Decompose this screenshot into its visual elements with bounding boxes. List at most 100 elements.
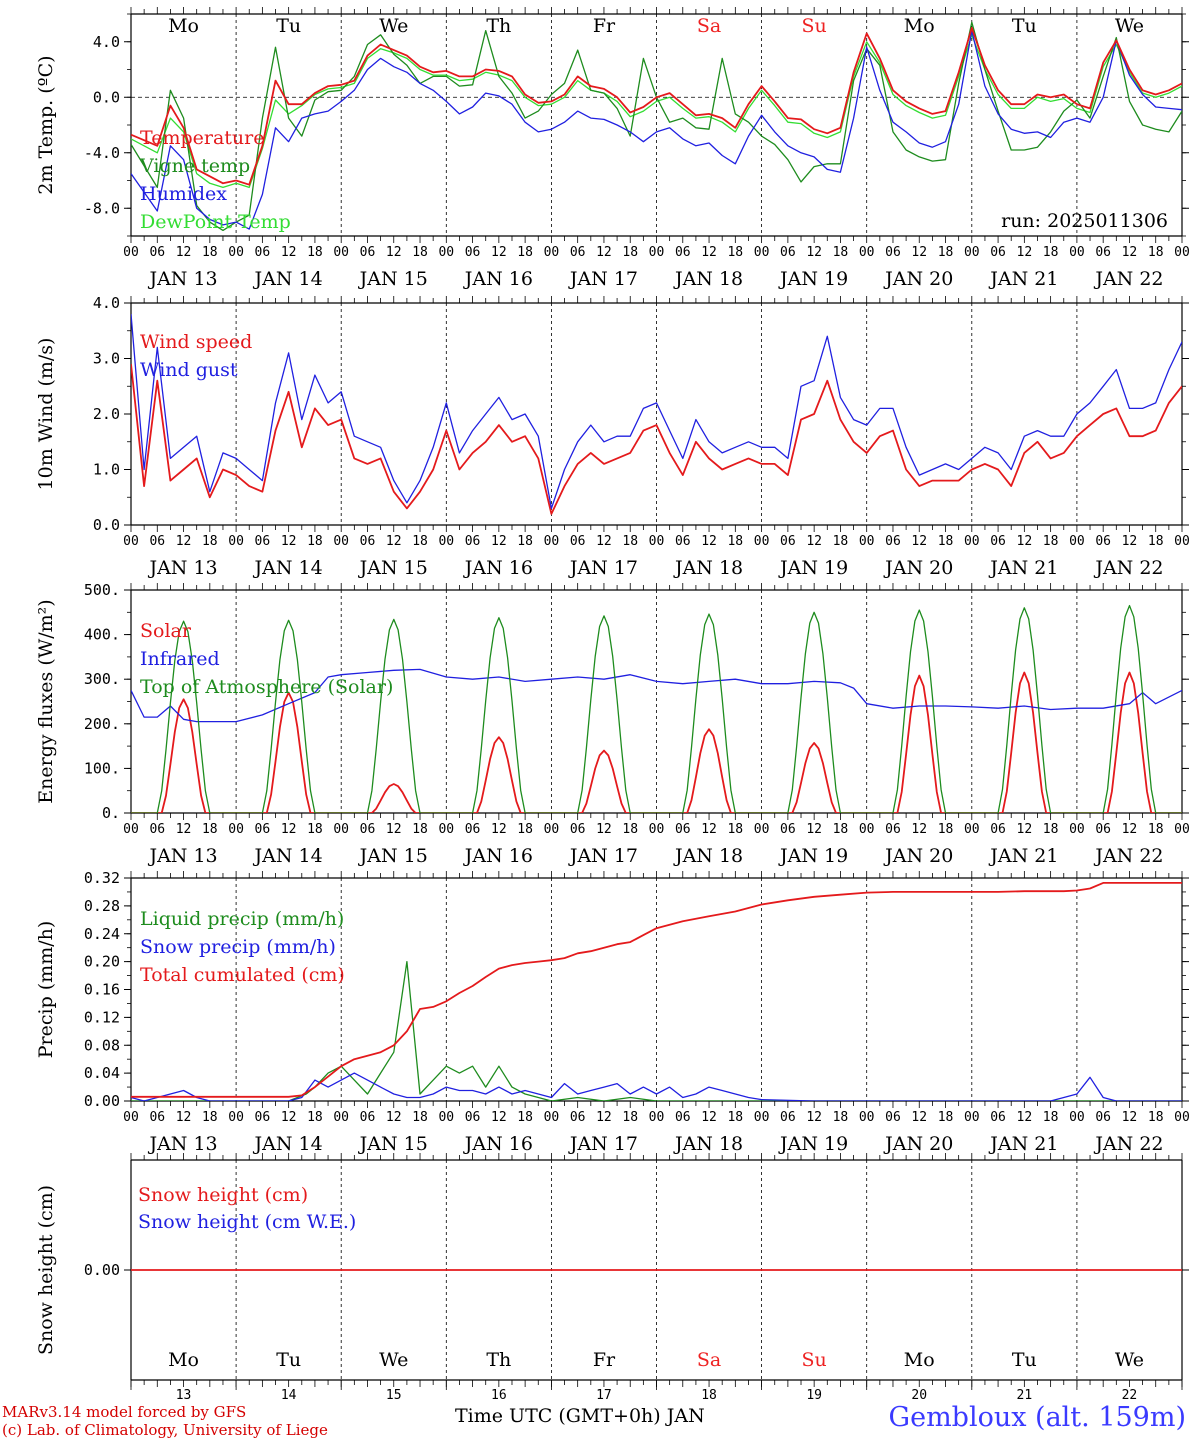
date-label: JAN 18 [673,557,743,579]
y-axis-label: Energy fluxes (W/m²) [35,599,57,803]
date-label: JAN 13 [147,845,217,867]
y-tick-label: 0.08 [84,1036,120,1054]
hour-label: 00 [544,245,560,260]
series-group [131,604,1182,813]
panel-4: 0.32 0.28 0.24 0.20 0.16 0.12 0.08 0.04 0.00 Prec… [35,869,1190,1155]
hour-label: 06 [885,245,901,260]
hour-label: 06 [570,245,586,260]
hour-label: 00 [1174,534,1190,549]
hour-label: 06 [360,245,376,260]
y-tick-label: 0.16 [84,981,120,999]
hour-label: 18 [517,534,533,549]
hour-label: 00 [333,245,349,260]
hour-label: 12 [596,534,612,549]
hour-label: 12 [491,534,507,549]
date-label: JAN 20 [883,845,953,867]
hour-label: 06 [990,822,1006,837]
date-label: JAN 16 [463,268,533,290]
hour-label: 06 [570,1110,586,1125]
legend-entry: Solar [140,620,192,642]
legend-entry: Snow height (cm) [138,1184,308,1206]
day-number: 17 [596,1388,612,1403]
hour-label: 18 [1043,534,1059,549]
date-label: JAN 14 [253,557,323,579]
series-line-total-cumulated-cm- [131,882,1182,1098]
day-number: 19 [806,1388,822,1403]
legend-entry: Snow height (cm W.E.) [138,1211,356,1233]
hour-label: 06 [885,1110,901,1125]
series-line-wind-gust [131,314,1182,510]
hour-label: 06 [149,245,165,260]
hour-label: 06 [255,534,271,549]
legend-entry: Infrared [140,648,220,670]
hour-label: 00 [228,245,244,260]
hour-label: 00 [1174,245,1190,260]
hour-label: 00 [859,822,875,837]
day-number: 16 [491,1388,507,1403]
hour-label: 00 [649,1110,665,1125]
date-label: JAN 17 [568,268,638,290]
hour-label: 00 [1174,1110,1190,1125]
hour-label: 18 [622,245,638,260]
hour-label: 06 [780,245,796,260]
hour-label: 06 [360,534,376,549]
hour-label: 12 [281,822,297,837]
day-name: Sa [697,1349,721,1371]
day-name: Su [802,15,827,37]
hour-label: 06 [465,822,481,837]
day-name: Su [802,1349,827,1371]
y-tick-label: -4.0 [84,144,120,162]
hour-label: 00 [228,534,244,549]
hour-label: 18 [938,534,954,549]
day-number: 18 [701,1388,717,1403]
series-line-temperature [131,26,1182,186]
hour-label: 06 [465,245,481,260]
hour-label: 18 [727,1110,743,1125]
hour-label: 00 [964,245,980,260]
hour-label: 12 [1017,822,1033,837]
hour-label: 06 [780,822,796,837]
day-number: 13 [176,1388,192,1403]
y-tick-label: 3.0 [93,350,120,368]
legend-entry: Total cumulated (cm) [140,964,345,986]
hour-label: 12 [911,1110,927,1125]
y-tick-label: 0.24 [84,925,120,943]
hour-label: 18 [1043,1110,1059,1125]
y-tick-label: -8.0 [84,199,120,217]
station-name: Gembloux (alt. 159m) [888,1402,1186,1433]
hour-label: 00 [544,534,560,549]
y-tick-label: 0.04 [84,1064,120,1082]
hour-label: 12 [176,534,192,549]
hour-label: 00 [859,1110,875,1125]
date-label: JAN 19 [778,1133,848,1155]
hour-label: 18 [1148,822,1164,837]
hour-label: 00 [649,245,665,260]
hour-label: 00 [123,822,139,837]
hour-label: 12 [1017,534,1033,549]
series-line-wind-speed [131,364,1182,515]
hour-label: 18 [202,534,218,549]
hour-label: 06 [149,1110,165,1125]
date-label: JAN 22 [1093,845,1163,867]
hour-label: 12 [701,1110,717,1125]
hour-label: 18 [622,534,638,549]
hour-label: 06 [255,822,271,837]
legend-entry: Wind speed [140,331,252,353]
series-line-humidex [131,29,1182,230]
day-name: We [379,1349,408,1371]
hour-label: 12 [911,534,927,549]
hour-label: 18 [412,245,428,260]
date-label: JAN 20 [883,268,953,290]
y-tick-label: 0.0 [93,88,120,106]
date-label: JAN 16 [463,845,533,867]
hour-label: 18 [307,245,323,260]
hour-label: 06 [780,534,796,549]
hour-label: 18 [622,822,638,837]
hour-label: 06 [675,534,691,549]
y-tick-label: 200. [84,715,120,733]
hour-label: 18 [202,822,218,837]
date-label: JAN 15 [358,1133,428,1155]
y-tick-label: 4.0 [93,294,120,312]
hour-label: 12 [386,245,402,260]
y-tick-label: 0.00 [84,1092,120,1110]
